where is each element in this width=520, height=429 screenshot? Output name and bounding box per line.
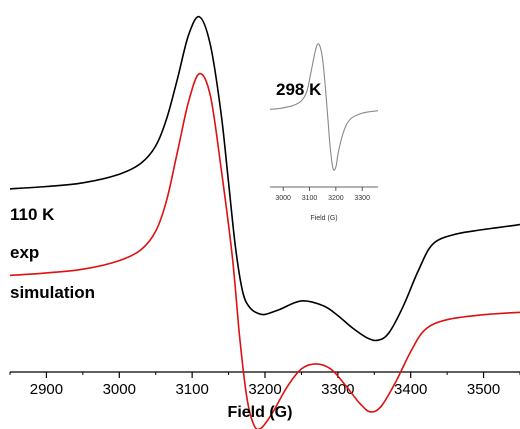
inset-x-tick-label: 3000 <box>275 195 291 202</box>
main-x-tick-label: 3400 <box>394 381 427 398</box>
x-axis-title: Field (G) <box>227 404 293 421</box>
series-line-simulation <box>9 72 520 429</box>
inset-plot: 3000 3100 3200 3300 <box>269 43 379 202</box>
main-x-axis: 2900 3000 3100 3200 3300 3400 3500 <box>9 371 520 398</box>
inset-x-axis-title: Field (G) <box>310 215 338 222</box>
main-x-tick-label: 2900 <box>30 381 63 398</box>
temperature-label-110k: 110 K <box>10 205 55 224</box>
main-x-tick-label: 3200 <box>248 381 281 398</box>
inset-x-tick-label: 3200 <box>328 195 344 202</box>
inset-series-line <box>269 43 379 171</box>
inset-temperature-label-298k: 298 K <box>276 80 322 99</box>
simulation-legend-label: simulation <box>10 283 96 302</box>
main-x-tick-label: 3500 <box>467 381 500 398</box>
inset-x-tick-label: 3300 <box>354 195 370 202</box>
series-line-exp <box>9 15 520 342</box>
main-x-tick-label: 3100 <box>175 381 208 398</box>
inset-x-tick-label: 3100 <box>302 195 318 202</box>
main-plot <box>9 15 520 429</box>
exp-legend-label: exp <box>10 243 40 262</box>
main-x-tick-label: 3000 <box>103 381 136 398</box>
